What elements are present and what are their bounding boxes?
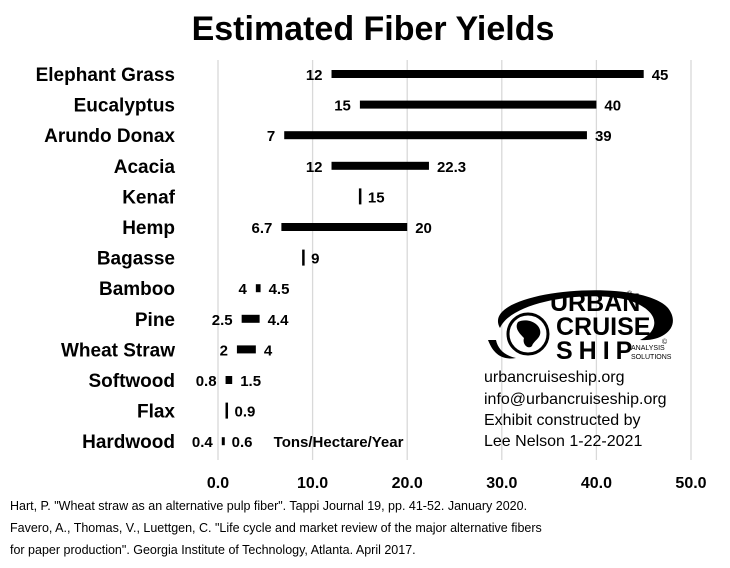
single-value-marker	[358, 188, 362, 205]
range-bar	[281, 223, 408, 231]
range-bars	[221, 70, 644, 446]
logo-swoosh-icon	[497, 290, 673, 341]
logo-copyright-mark: ©	[662, 338, 668, 346]
x-tick-label: 10.0	[297, 475, 328, 492]
x-axis-tick-labels: 0.0 10.0 20.0 30.0 40.0 50.0	[207, 475, 707, 492]
category-label: Wheat Straw	[61, 340, 175, 361]
website-text: urbancruiseship.org	[484, 369, 625, 386]
low-value-label: 12	[306, 67, 323, 84]
category-label: Bagasse	[97, 249, 175, 270]
low-value-label: 2.5	[212, 312, 233, 329]
high-value-label: 4	[264, 342, 273, 359]
high-value-label: 22.3	[437, 159, 466, 176]
high-value-label: 20	[415, 220, 432, 237]
category-label: Flax	[137, 402, 175, 423]
chart-title: Estimated Fiber Yields	[192, 10, 555, 48]
x-tick-label: 20.0	[392, 475, 423, 492]
x-tick-label: 40.0	[581, 475, 612, 492]
category-label: Acacia	[114, 157, 176, 178]
high-value-label: 1.5	[240, 373, 261, 390]
category-labels: Elephant Grass Eucalyptus Arundo Donax Acac…	[36, 65, 176, 453]
range-bar	[225, 376, 233, 384]
logo-registered-mark: ®	[627, 290, 633, 298]
logo-tagline-1: ANALYSIS	[631, 345, 665, 352]
high-value-label: 0.9	[235, 404, 256, 421]
low-value-label: 7	[267, 128, 275, 145]
category-label: Elephant Grass	[36, 65, 175, 86]
range-bar	[359, 100, 597, 109]
gridlines	[217, 60, 692, 460]
high-value-label: 40	[604, 98, 621, 115]
urban-cruise-ship-logo: URBAN ® CRUISE © SHIP ANALYSIS SOLUTIONS	[488, 289, 673, 365]
high-value-label: 9	[311, 251, 319, 268]
logo-globe-land-icon	[516, 320, 541, 348]
high-value-label: 4.4	[268, 312, 290, 329]
high-value-label: 15	[368, 189, 385, 206]
logo-line-3: SHIP	[556, 337, 638, 365]
category-label: Hemp	[122, 218, 175, 239]
single-value-marker	[302, 249, 305, 266]
credit-line-2: Lee Nelson 1-22-2021	[484, 433, 642, 450]
high-value-label: 39	[595, 128, 612, 145]
category-label: Eucalyptus	[74, 96, 175, 117]
range-bar	[331, 161, 429, 170]
category-label: Pine	[135, 310, 175, 331]
reference-1: Hart, P. "Wheat straw as an alternative …	[10, 499, 527, 513]
low-value-label: 4	[238, 281, 247, 298]
credit-line-1: Exhibit constructed by	[484, 412, 641, 429]
x-tick-label: 30.0	[486, 475, 517, 492]
email-text: info@urbancruiseship.org	[484, 391, 667, 408]
low-value-label: 2	[220, 342, 228, 359]
high-value-label: 45	[652, 67, 669, 84]
range-bar	[255, 284, 261, 293]
range-bar	[284, 131, 587, 140]
logo-lower-swoosh-icon	[488, 340, 516, 359]
value-labels: 12 45 15 40 7 39 12 22.3 15 6.7 20 9 4 4.5 2.5 4.4 2 4 0.8…	[192, 67, 668, 451]
unit-label: Tons/Hectare/Year	[274, 434, 404, 451]
category-label: Arundo Donax	[44, 126, 175, 147]
range-bar	[221, 437, 225, 446]
category-label: Bamboo	[99, 279, 175, 300]
category-label: Hardwood	[82, 432, 175, 453]
logo-line-1: URBAN	[550, 289, 640, 317]
high-value-label: 4.5	[269, 281, 290, 298]
category-label: Softwood	[88, 371, 175, 392]
low-value-label: 15	[334, 98, 351, 115]
range-bar	[241, 314, 260, 323]
single-value-marker	[225, 402, 229, 419]
x-tick-label: 50.0	[675, 475, 706, 492]
logo-line-2: CRUISE	[556, 313, 650, 341]
x-tick-label: 0.0	[207, 475, 229, 492]
high-value-label: 0.6	[232, 434, 253, 451]
reference-3: for paper production". Georgia Institute…	[10, 543, 416, 557]
range-bar	[331, 70, 644, 78]
low-value-label: 6.7	[252, 220, 273, 237]
low-value-label: 0.8	[196, 373, 217, 390]
category-label: Kenaf	[122, 187, 175, 208]
logo-tagline-2: SOLUTIONS	[631, 354, 672, 361]
range-bar	[236, 345, 256, 354]
low-value-label: 12	[306, 159, 323, 176]
low-value-label: 0.4	[192, 434, 214, 451]
reference-2: Favero, A., Thomas, V., Luettgen, C. "Li…	[10, 521, 542, 535]
